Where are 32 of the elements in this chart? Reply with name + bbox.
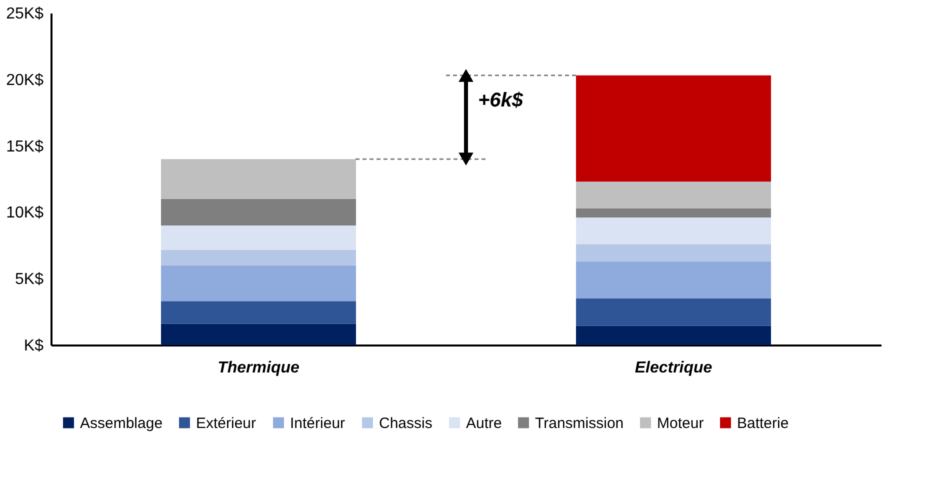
y-tick-label: 25K$ bbox=[6, 6, 44, 22]
bar bbox=[576, 182, 771, 208]
y-tick-label: 10K$ bbox=[6, 204, 44, 222]
legend-label: Chassis bbox=[379, 414, 432, 432]
x-tick-label: Thermique bbox=[218, 360, 300, 376]
annotation: +6k$ bbox=[478, 90, 524, 112]
legend-label: Batterie bbox=[737, 414, 789, 432]
bar bbox=[161, 301, 356, 324]
y-tick-label: 15K$ bbox=[6, 138, 44, 156]
bar bbox=[576, 261, 771, 299]
bar bbox=[576, 298, 771, 326]
bar bbox=[161, 198, 356, 226]
bar bbox=[576, 218, 771, 244]
bar bbox=[161, 265, 356, 302]
bar bbox=[161, 324, 356, 345]
legend-label: Transmission bbox=[535, 414, 624, 432]
x-tick-label: Electrique bbox=[634, 360, 712, 376]
bar bbox=[576, 208, 771, 218]
legend-label: Intérieur bbox=[290, 414, 346, 432]
legend-label: Extérieur bbox=[196, 414, 256, 432]
bar bbox=[576, 75, 771, 182]
legend-label: Assemblage bbox=[80, 414, 163, 432]
bar bbox=[161, 159, 356, 199]
bar bbox=[161, 250, 356, 266]
bar bbox=[576, 244, 771, 262]
legend-label: Autre bbox=[466, 414, 502, 432]
y-tick-label: 5K$ bbox=[15, 271, 44, 288]
y-tick-label: K$ bbox=[24, 338, 44, 354]
bar bbox=[576, 326, 771, 345]
bar bbox=[161, 225, 356, 250]
y-tick-label: 20K$ bbox=[6, 72, 44, 89]
legend-label: Moteur bbox=[657, 414, 704, 432]
